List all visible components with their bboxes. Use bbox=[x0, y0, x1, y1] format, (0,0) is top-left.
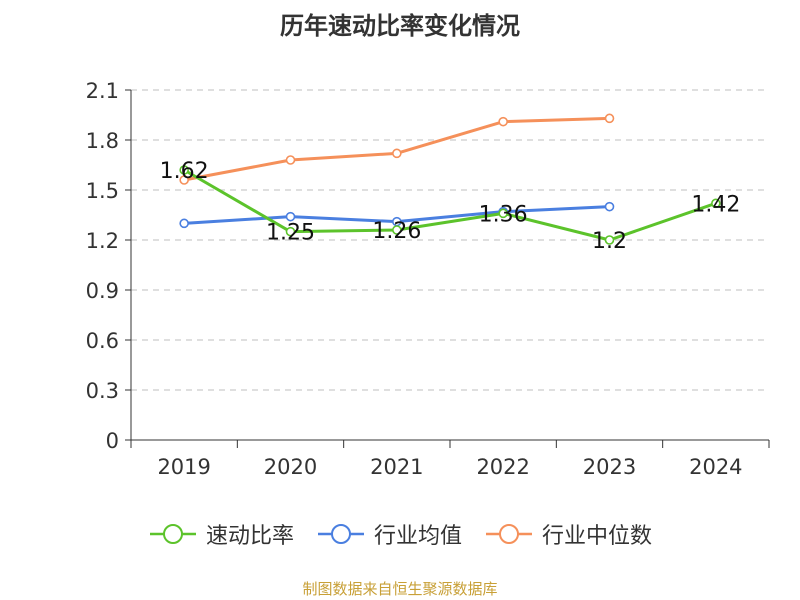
legend-marker-icon bbox=[149, 524, 196, 544]
data-point bbox=[604, 201, 615, 212]
legend-item[interactable]: 速动比率 bbox=[148, 518, 294, 550]
chart-title: 历年速动比率变化情况 bbox=[280, 12, 520, 40]
data-point bbox=[285, 226, 296, 237]
legend-circle bbox=[499, 524, 519, 544]
data-label: 1.36 bbox=[479, 202, 528, 227]
axes: 0 0.3 0.6 0.9 1.2 1.5 1.8 2.1 2019 2020 2021 2022 20… bbox=[86, 79, 770, 479]
y-tick-label: 0.6 bbox=[86, 329, 119, 353]
legend-label: 行业中位数 bbox=[542, 524, 653, 549]
x-tick-label: 2021 bbox=[370, 455, 423, 479]
series-lines bbox=[179, 113, 721, 245]
x-tick-label: 2023 bbox=[583, 455, 636, 479]
data-point bbox=[179, 165, 189, 175]
legend-item[interactable]: 行业中位数 bbox=[484, 518, 652, 550]
legend-label: 速动比率 bbox=[205, 524, 294, 549]
data-point bbox=[392, 148, 402, 159]
data-label: 1.42 bbox=[691, 192, 740, 217]
data-label: 1.62 bbox=[160, 159, 209, 184]
data-point bbox=[498, 208, 508, 219]
data-labels: 1.62 1.25 1.26 1.36 1.2 1.42 bbox=[160, 159, 741, 254]
y-tick-label: 0 bbox=[106, 429, 119, 453]
source-note: 制图数据来自恒生聚源数据库 bbox=[302, 580, 498, 598]
data-label: 1.2 bbox=[592, 229, 627, 254]
data-point bbox=[604, 113, 615, 124]
data-point bbox=[285, 211, 296, 222]
data-point bbox=[179, 175, 189, 185]
y-tick-label: 0.3 bbox=[86, 379, 119, 403]
x-tick-label: 2022 bbox=[476, 455, 529, 479]
legend-marker-icon bbox=[486, 524, 532, 544]
x-tick-label: 2020 bbox=[264, 455, 317, 479]
data-point bbox=[285, 155, 296, 165]
data-point bbox=[392, 225, 402, 235]
y-tick-label: 1.5 bbox=[86, 179, 119, 203]
grid-lines bbox=[131, 89, 769, 391]
legend-label: 行业均值 bbox=[373, 524, 462, 549]
legend-marker-icon bbox=[317, 524, 364, 544]
legend-circle bbox=[330, 524, 351, 544]
data-point bbox=[498, 116, 508, 127]
y-tick-label: 1.2 bbox=[86, 229, 119, 253]
data-point bbox=[604, 235, 615, 245]
y-tick-label: 0.9 bbox=[86, 279, 119, 303]
data-point bbox=[179, 218, 189, 229]
x-tick-label: 2024 bbox=[689, 455, 742, 479]
data-label: 1.25 bbox=[266, 221, 315, 246]
y-tick-label: 2.1 bbox=[86, 79, 119, 103]
y-tick-label: 1.8 bbox=[86, 129, 119, 153]
series-line bbox=[183, 168, 717, 242]
data-label: 1.26 bbox=[372, 219, 421, 244]
legend-circle bbox=[162, 524, 183, 544]
legend: 速动比率 行业均值 行业中位数 bbox=[0, 518, 800, 550]
legend-item[interactable]: 行业均值 bbox=[316, 518, 462, 550]
x-tick-label: 2019 bbox=[157, 455, 210, 479]
data-point bbox=[711, 198, 721, 209]
